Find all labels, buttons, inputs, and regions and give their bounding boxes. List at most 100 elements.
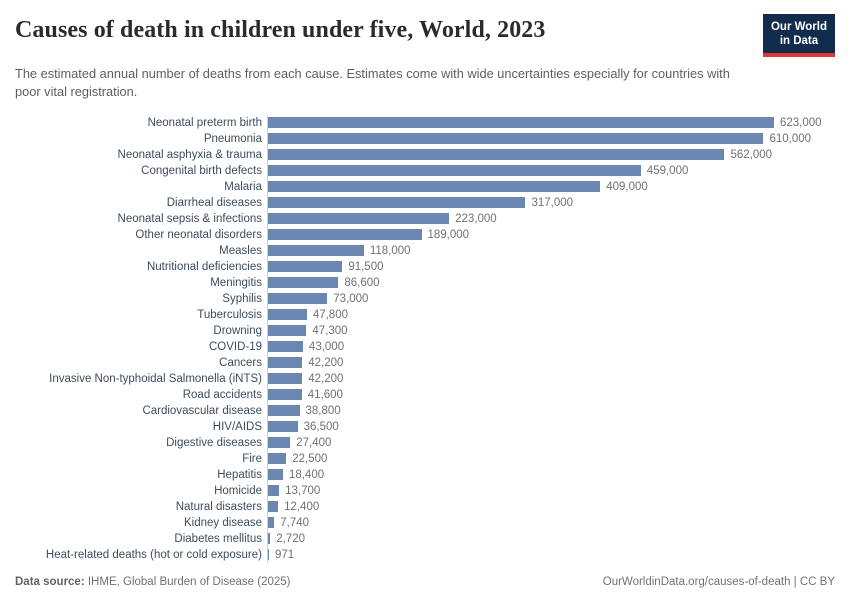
category-label: Meningitis [210, 276, 262, 289]
value-label: 86,600 [344, 276, 380, 289]
bar [268, 133, 764, 145]
bar [268, 277, 339, 289]
bar-area: 2,720 [267, 530, 835, 547]
data-source-value: IHME, Global Burden of Disease (2025) [84, 576, 291, 588]
category-label: Drowning [213, 324, 262, 337]
bar [268, 485, 280, 497]
value-label: 27,400 [296, 436, 332, 449]
bar [268, 229, 422, 241]
bar [268, 245, 364, 257]
bar-row: Neonatal preterm birth 623,000 [15, 114, 835, 131]
category-label: Road accidents [182, 388, 262, 401]
bar [268, 325, 307, 337]
bar [268, 501, 279, 513]
bar-chart: Neonatal preterm birth 623,000 Pneumonia 61… [15, 114, 835, 563]
category-label: Diabetes mellitus [174, 532, 262, 545]
category-label: Neonatal sepsis & infections [117, 212, 262, 225]
bar-row: Other neonatal disorders 189,000 [15, 226, 835, 243]
value-label: 13,700 [285, 484, 321, 497]
bar-row: Cardiovascular disease 38,800 [15, 402, 835, 419]
bar [268, 309, 307, 321]
bar [268, 261, 343, 273]
bar-row: Drowning 47,300 [15, 322, 835, 339]
value-label: 971 [275, 548, 295, 561]
footer: Data source: IHME, Global Burden of Dise… [15, 576, 835, 588]
bar-row: COVID-19 43,000 [15, 338, 835, 355]
value-label: 562,000 [730, 148, 773, 161]
category-label: Malaria [224, 180, 262, 193]
bar [268, 437, 291, 449]
bar-row: Pneumonia 610,000 [15, 130, 835, 147]
bar-row: Neonatal asphyxia & trauma 562,000 [15, 146, 835, 163]
bar [268, 213, 450, 225]
value-label: 623,000 [780, 116, 822, 129]
data-source: Data source: IHME, Global Burden of Dise… [15, 576, 291, 588]
bar-row: HIV/AIDS 36,500 [15, 418, 835, 435]
bar [268, 389, 302, 401]
value-label: 41,600 [307, 388, 343, 401]
owid-logo-line1: Our World [770, 21, 827, 33]
bar [268, 293, 328, 305]
bar-area: 38,800 [267, 402, 835, 419]
category-label: HIV/AIDS [212, 420, 262, 433]
value-label: 189,000 [427, 228, 470, 241]
value-label: 22,500 [292, 452, 328, 465]
value-label: 91,500 [348, 260, 384, 273]
category-label: Heat-related deaths (hot or cold exposur… [45, 548, 262, 561]
bar-row: Digestive diseases 27,400 [15, 434, 835, 451]
bar-area: 27,400 [267, 434, 835, 451]
bar-row: Heat-related deaths (hot or cold exposur… [15, 546, 835, 563]
bar [268, 149, 725, 161]
data-source-label: Data source: [15, 576, 85, 588]
category-label: Other neonatal disorders [135, 228, 262, 241]
category-label: Measles [219, 244, 262, 257]
category-label: Cardiovascular disease [142, 404, 262, 417]
category-label: Homicide [214, 484, 262, 497]
bar-row: Cancers 42,200 [15, 354, 835, 371]
category-label: Kidney disease [184, 516, 262, 529]
bar [268, 533, 271, 545]
value-label: 223,000 [455, 212, 497, 225]
header: Causes of death in children under five, … [15, 14, 835, 57]
category-label: Cancers [219, 356, 262, 369]
bar-area: 13,700 [267, 482, 835, 499]
bar-area: 18,400 [267, 466, 835, 483]
category-label: Hepatitis [217, 468, 262, 481]
bar-row: Malaria 409,000 [15, 178, 835, 195]
bar-row: Diarrheal diseases 317,000 [15, 194, 835, 211]
bar-area: 91,500 [267, 258, 835, 275]
bar-area: 12,400 [267, 498, 835, 515]
page-title: Causes of death in children under five, … [15, 17, 546, 43]
owid-logo-line2: in Data [779, 35, 819, 48]
value-label: 7,740 [280, 516, 310, 529]
category-label: Invasive Non-typhoidal Salmonella (iNTS) [49, 372, 262, 385]
bar-area: 7,740 [267, 514, 835, 531]
bar-area: 22,500 [267, 450, 835, 467]
bar [268, 549, 269, 561]
category-label: Tuberculosis [197, 308, 262, 321]
bar-area: 47,800 [267, 306, 835, 323]
value-label: 459,000 [646, 164, 689, 177]
category-label: Nutritional deficiencies [146, 260, 262, 273]
bar-row: Natural disasters 12,400 [15, 498, 835, 515]
value-label: 43,000 [308, 340, 345, 353]
category-label: Congenital birth defects [141, 164, 262, 177]
value-label: 12,400 [284, 500, 320, 513]
bar-area: 610,000 [267, 130, 835, 147]
bar-row: Homicide 13,700 [15, 482, 835, 499]
category-label: Syphilis [222, 292, 262, 305]
bar-row: Meningitis 86,600 [15, 274, 835, 291]
bar-area: 42,200 [267, 370, 835, 387]
bar [268, 517, 275, 529]
value-label: 47,300 [312, 324, 348, 337]
bar [268, 117, 774, 129]
value-label: 18,400 [288, 468, 325, 481]
bar-area: 36,500 [267, 418, 835, 435]
bar-row: Kidney disease 7,740 [15, 514, 835, 531]
value-label: 36,500 [303, 420, 339, 433]
bar-row: Tuberculosis 47,800 [15, 306, 835, 323]
category-label: Fire [242, 452, 262, 465]
bar-row: Fire 22,500 [15, 450, 835, 467]
bar [268, 341, 303, 353]
owid-logo: Our World in Data [762, 14, 835, 57]
